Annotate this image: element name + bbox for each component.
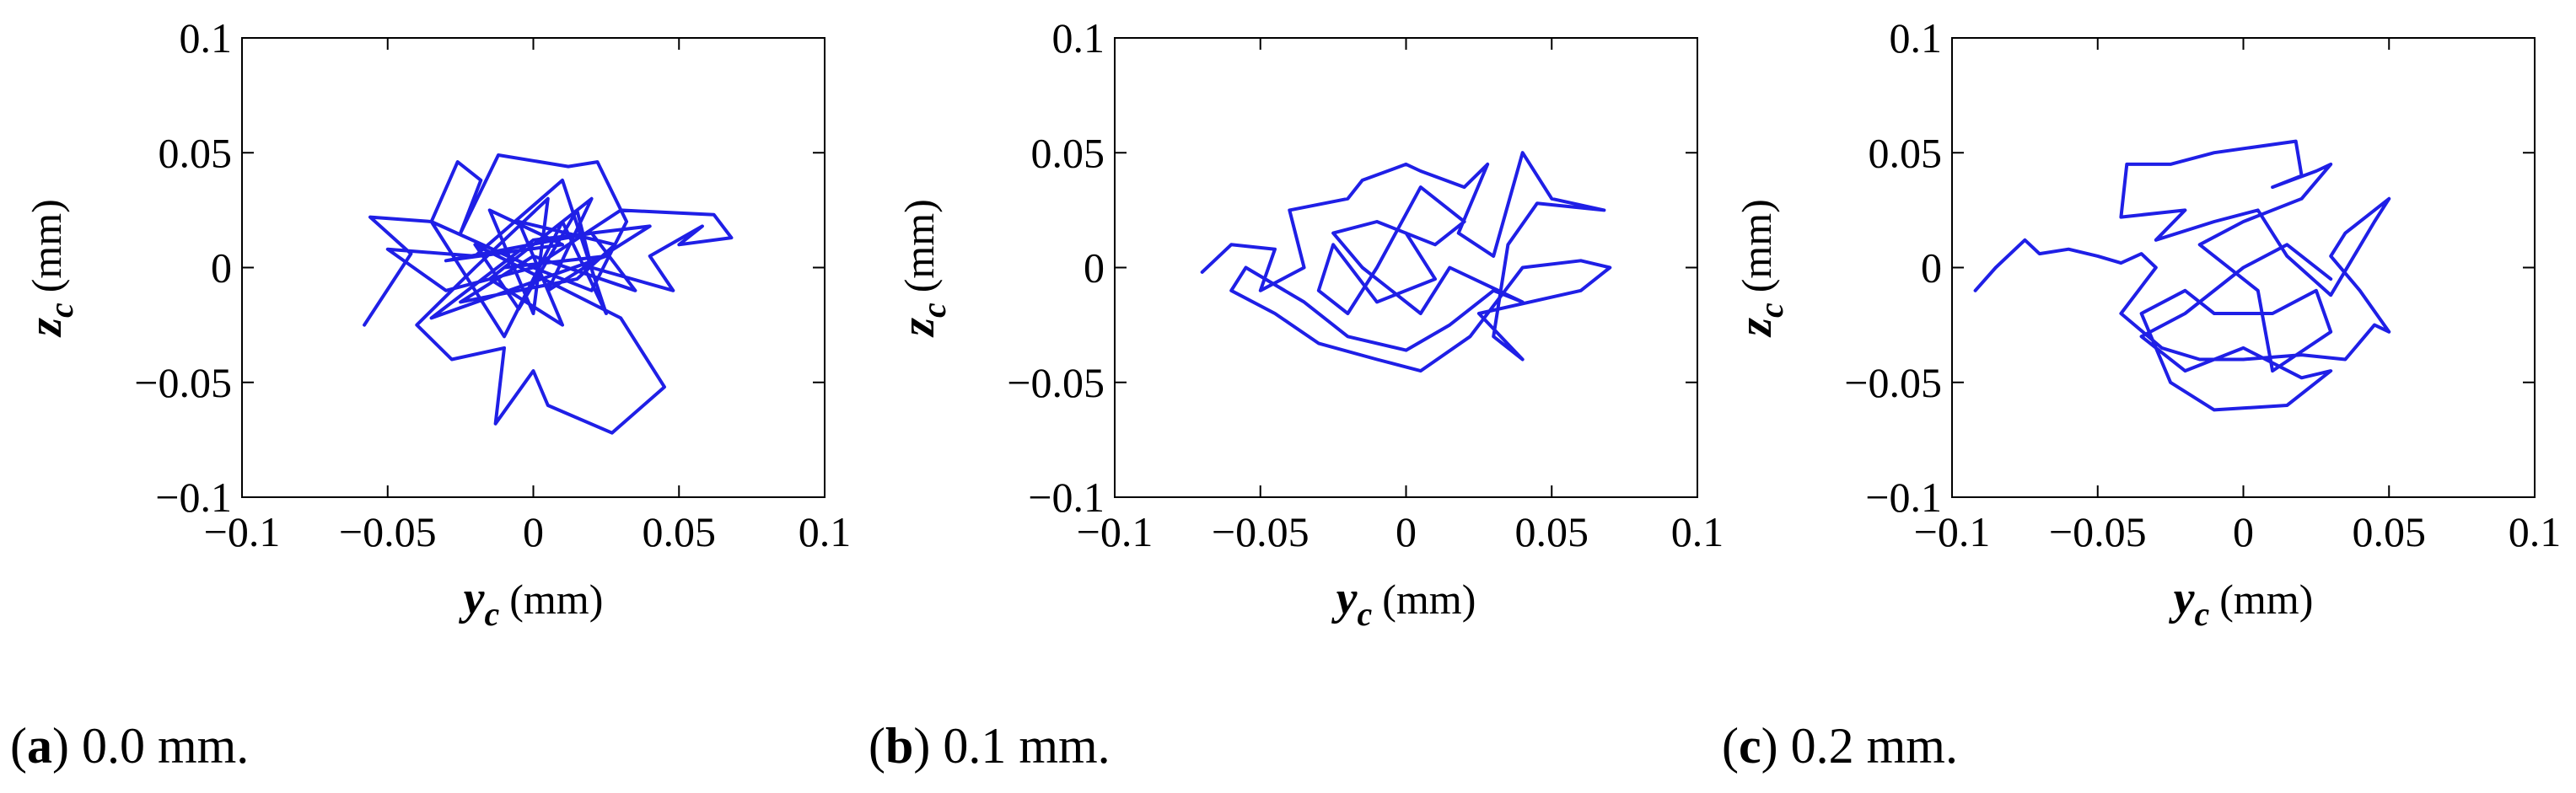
subplot-caption: (b) 0.1 mm. [869, 718, 1111, 774]
x-tick-label: 0.05 [1515, 508, 1589, 555]
x-tick-label: 0.1 [1671, 508, 1724, 555]
subplot-a: −0.1 −0.05 0 0.05 0.1 −0.1 −0.05 0 0.05 0.1 yc (mm)… [10, 14, 851, 774]
x-tick-label: 0 [523, 508, 544, 555]
y-tick-label: 0.05 [159, 129, 233, 176]
y-tick-label: 0.1 [1052, 14, 1105, 62]
trajectory-line [363, 153, 734, 435]
y-tick-label: 0.1 [1890, 14, 1943, 62]
y-tick-label: −0.1 [1028, 474, 1105, 521]
y-tick-label: −0.1 [155, 474, 232, 521]
trajectory-line [1973, 139, 2391, 412]
x-tick-label: 0 [1396, 508, 1417, 555]
x-tick-label: −0.1 [204, 508, 281, 555]
x-axis-label: yc (mm) [2169, 572, 2314, 633]
y-tick-label: −0.1 [1865, 474, 1942, 521]
y-axis-label: zc(mm) [19, 199, 80, 338]
x-tick-label: −0.05 [1212, 508, 1310, 555]
x-tick-label: 0.05 [643, 508, 717, 555]
y-tick-label: 0 [1084, 244, 1105, 292]
subplot-caption: (c) 0.2 mm. [1722, 718, 1958, 774]
x-axis-label: yc (mm) [459, 572, 604, 633]
y-tick-label: 0 [211, 244, 232, 292]
x-tick-label: −0.1 [1077, 508, 1154, 555]
subplot-caption: (a) 0.0 mm. [10, 718, 249, 774]
y-axis-label: zc(mm) [892, 199, 953, 338]
y-tick-label: 0 [1921, 244, 1942, 292]
y-tick-label: 0.1 [180, 14, 233, 62]
x-tick-label: −0.05 [339, 508, 437, 555]
trajectory-line [1200, 151, 1612, 373]
x-axis-label: yc (mm) [1331, 572, 1476, 633]
y-tick-label: −0.05 [1007, 359, 1105, 406]
x-tick-label: 0.1 [2509, 508, 2562, 555]
subplot-c: −0.1 −0.05 0 0.05 0.1 −0.1 −0.05 0 0.05 0.1 yc (mm)… [1722, 14, 2561, 774]
y-tick-label: 0.05 [1031, 129, 1105, 176]
x-tick-label: −0.1 [1914, 508, 1991, 555]
subplot-b: −0.1 −0.05 0 0.05 0.1 −0.1 −0.05 0 0.05 0.1 yc (mm)… [869, 14, 1724, 774]
x-tick-label: 0.1 [799, 508, 852, 555]
x-tick-label: 0 [2233, 508, 2254, 555]
y-tick-label: −0.05 [134, 359, 232, 406]
y-axis-label: zc(mm) [1729, 199, 1790, 338]
y-tick-label: 0.05 [1869, 129, 1943, 176]
x-tick-label: −0.05 [2049, 508, 2147, 555]
x-tick-label: 0.05 [2353, 508, 2427, 555]
y-tick-label: −0.05 [1844, 359, 1942, 406]
